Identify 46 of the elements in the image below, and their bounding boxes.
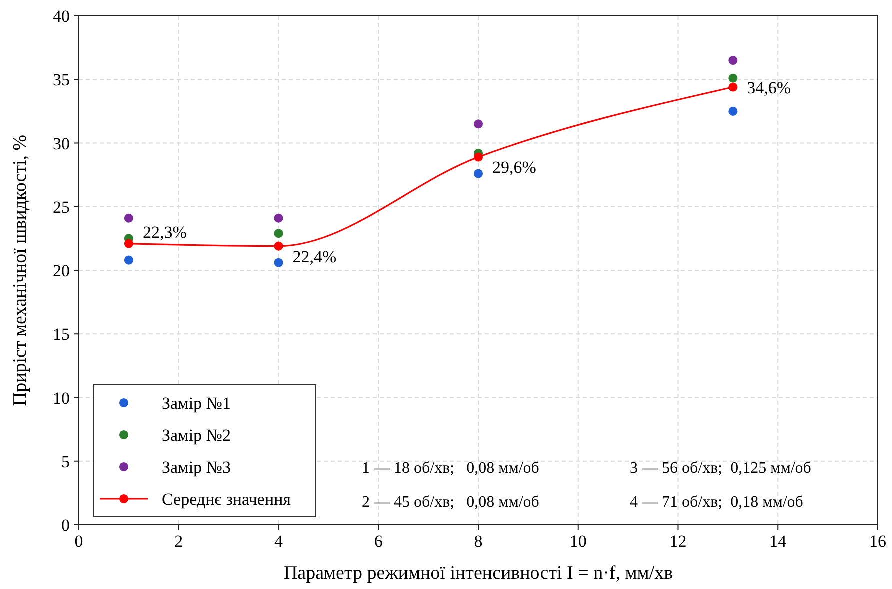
point (728, 82, 738, 92)
x-tick-label: 0 (74, 532, 84, 551)
x-tick-label: 10 (570, 532, 587, 551)
point (274, 258, 284, 268)
y-axis-title: Приріст механічної швидкості, % (10, 134, 31, 406)
x-tick-label: 6 (374, 532, 383, 551)
x-tick-label: 14 (770, 532, 788, 551)
x-tick-label: 8 (474, 532, 483, 551)
annotation: 22,4% (292, 247, 337, 266)
point (124, 214, 134, 223)
y-tick-label: 30 (53, 134, 70, 154)
y-tick-label: 20 (53, 262, 70, 280)
annotation: 29,6% (492, 158, 536, 178)
y-tick-label: 10 (53, 388, 70, 408)
point (474, 169, 484, 178)
point (728, 106, 738, 116)
annotation: 3 — 56 об/хв; 0,125 мм/об (630, 460, 812, 477)
y-tick-label: 35 (53, 70, 70, 90)
x-axis-title: Параметр режимної інтенсивності I = n·f, мм/хв (284, 563, 674, 584)
annotation: 1 — 18 об/хв; 0,08 мм/об (362, 460, 540, 477)
legend-label: Замір №1 (162, 394, 232, 413)
annotation: 22,3% (142, 222, 187, 242)
x-tick-label: 4 (274, 532, 284, 551)
point (474, 120, 484, 129)
y-tick-label: 25 (53, 198, 70, 217)
legend-label: Замір №2 (162, 426, 232, 445)
y-tick-label: 40 (53, 7, 70, 26)
point (274, 214, 284, 223)
point (274, 242, 284, 251)
point (728, 74, 738, 83)
point (124, 256, 134, 265)
y-tick-label: 5 (62, 452, 70, 472)
x-tick-label: 2 (174, 532, 184, 551)
point (274, 229, 284, 238)
legend-label: Замір №3 (162, 458, 232, 477)
legend-label: Середнє значення (162, 490, 292, 509)
point (474, 152, 484, 162)
y-tick-label: 0 (62, 516, 70, 535)
point (124, 239, 134, 248)
x-tick-label: 16 (870, 532, 886, 551)
annotation: 2 — 45 об/хв; 0,08 мм/об (362, 494, 540, 511)
annotation: 4 — 71 об/хв; 0,18 мм/об (630, 494, 804, 511)
point (728, 56, 738, 66)
y-tick-label: 15 (53, 325, 70, 344)
x-tick-label: 12 (670, 532, 687, 551)
annotation: 34,6% (747, 78, 792, 98)
